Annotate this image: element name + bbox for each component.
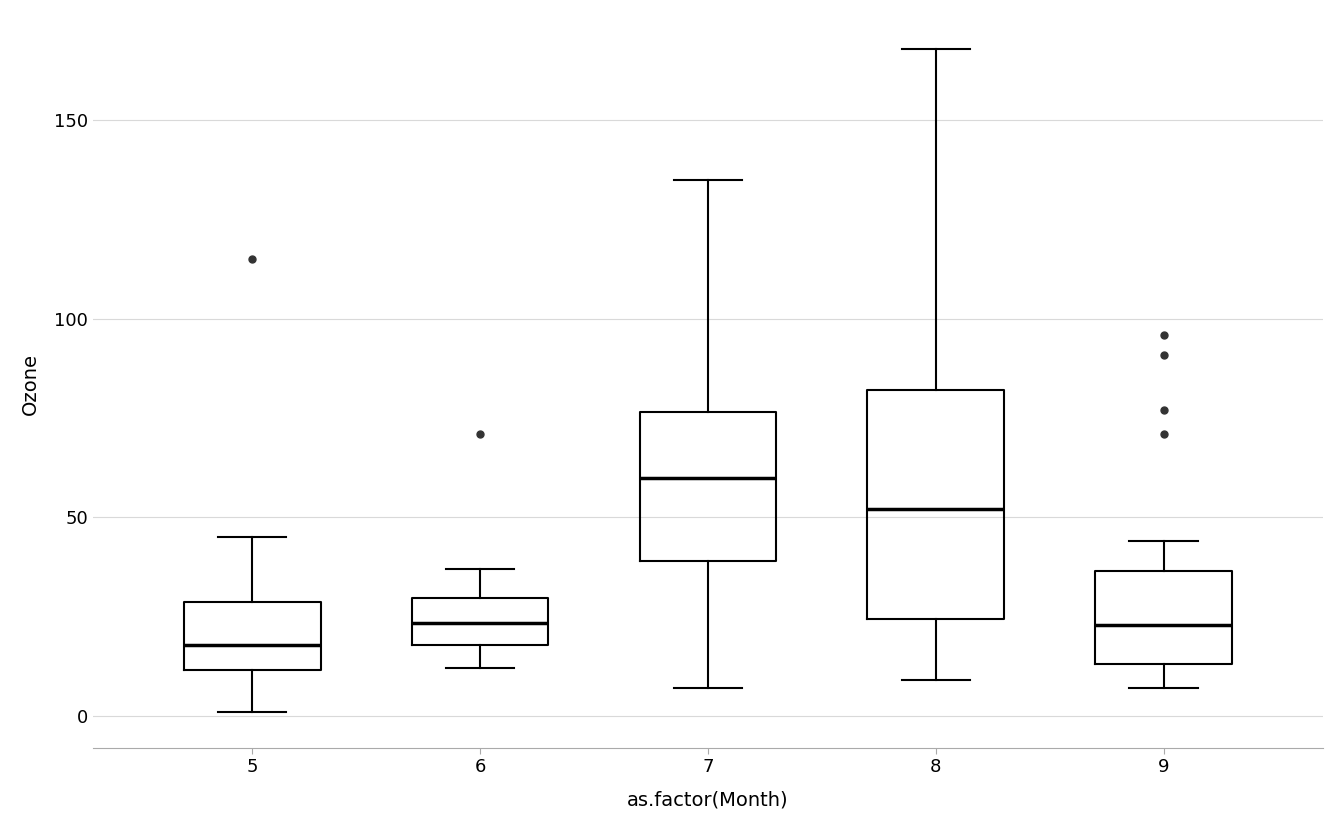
X-axis label: as.factor(Month): as.factor(Month) xyxy=(628,790,789,809)
Y-axis label: Ozone: Ozone xyxy=(22,354,40,415)
